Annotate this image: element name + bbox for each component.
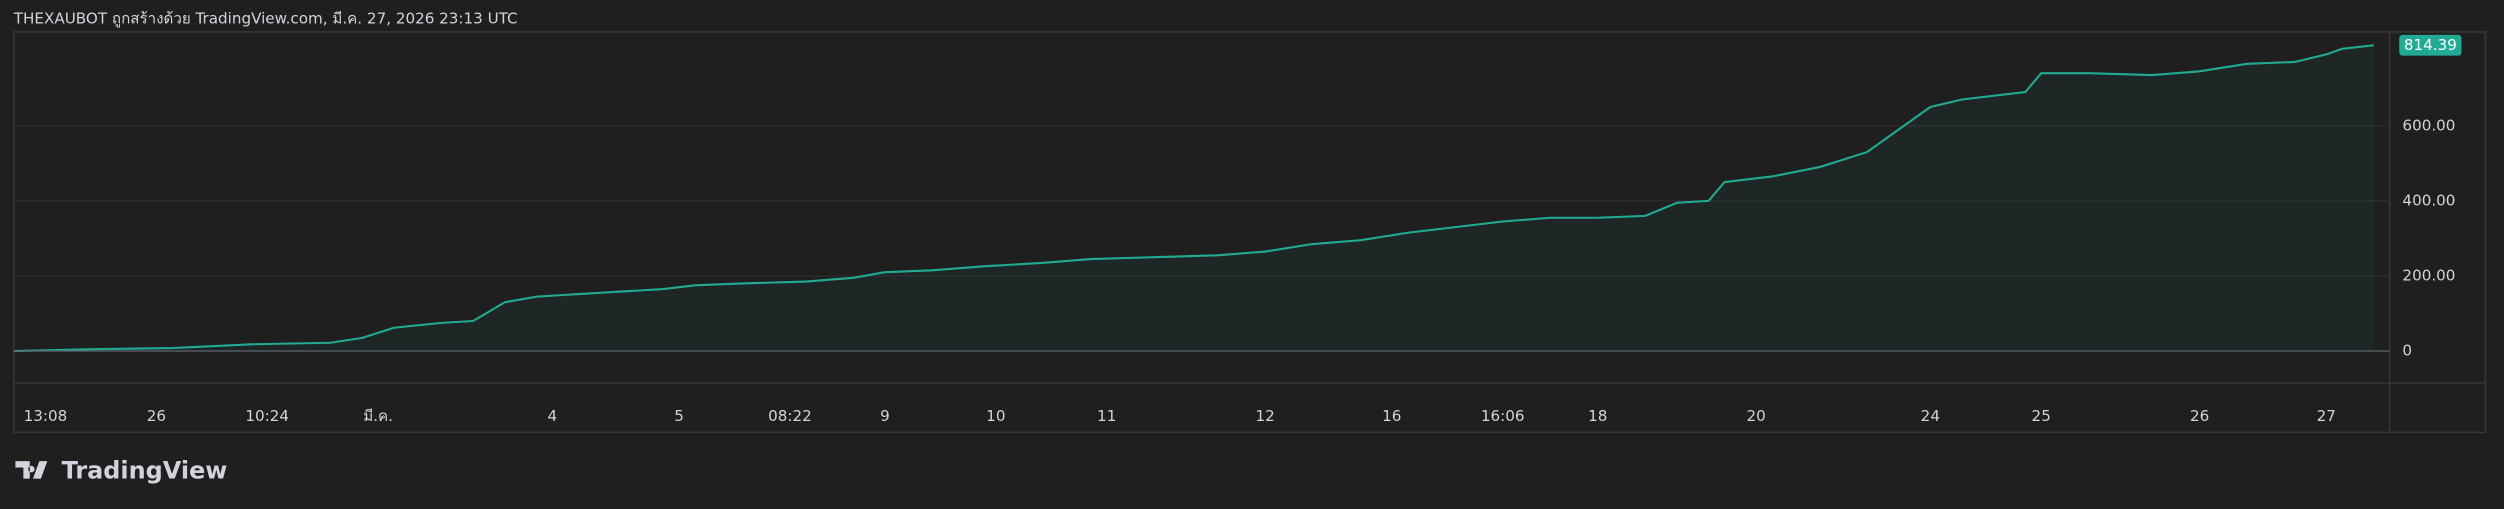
equity-line <box>13 44 2374 353</box>
brand: TradingView <box>62 457 228 485</box>
x-tick-label: 18 <box>1588 407 1607 425</box>
area-fill <box>13 45 2374 352</box>
x-tick-label: 12 <box>1255 407 1274 425</box>
logo: TradingView <box>15 457 227 485</box>
x-tick-label: 08:22 <box>768 407 812 425</box>
y-tick-label: 0 <box>2402 342 2412 360</box>
x-tick-label: 4 <box>548 407 558 425</box>
x-tick-label: 5 <box>674 407 684 425</box>
frame <box>13 31 2487 434</box>
logo-mark <box>15 461 48 479</box>
x-tick-label: มี.ค. <box>363 407 393 425</box>
x-tick-label: 25 <box>2032 407 2051 425</box>
x-tick-label: 16:06 <box>1481 407 1525 425</box>
last-price-badge <box>2399 34 2462 56</box>
y-tick-label: 600.00 <box>2402 116 2455 134</box>
last-price-label: 814.39 <box>2404 36 2457 54</box>
x-tick-label: 10 <box>986 407 1005 425</box>
chart-title: THEXAUBOT ถูกสร้างด้วย TradingView.com, … <box>13 10 518 28</box>
x-tick-label: 26 <box>2190 407 2209 425</box>
x-tick-label: 10:24 <box>245 407 289 425</box>
y-tick-label: 400.00 <box>2402 191 2455 209</box>
x-tick-label: 11 <box>1097 407 1116 425</box>
x-tick-label: 20 <box>1746 407 1765 425</box>
x-tick-label: 9 <box>880 407 890 425</box>
x-tick-label: 16 <box>1382 407 1401 425</box>
x-tick-label: 26 <box>147 407 166 425</box>
y-tick-label: 200.00 <box>2402 266 2455 284</box>
x-tick-label: 24 <box>1921 407 1940 425</box>
x-tick-label: 27 <box>2317 407 2336 425</box>
x-tick-label: 13:08 <box>24 407 68 425</box>
